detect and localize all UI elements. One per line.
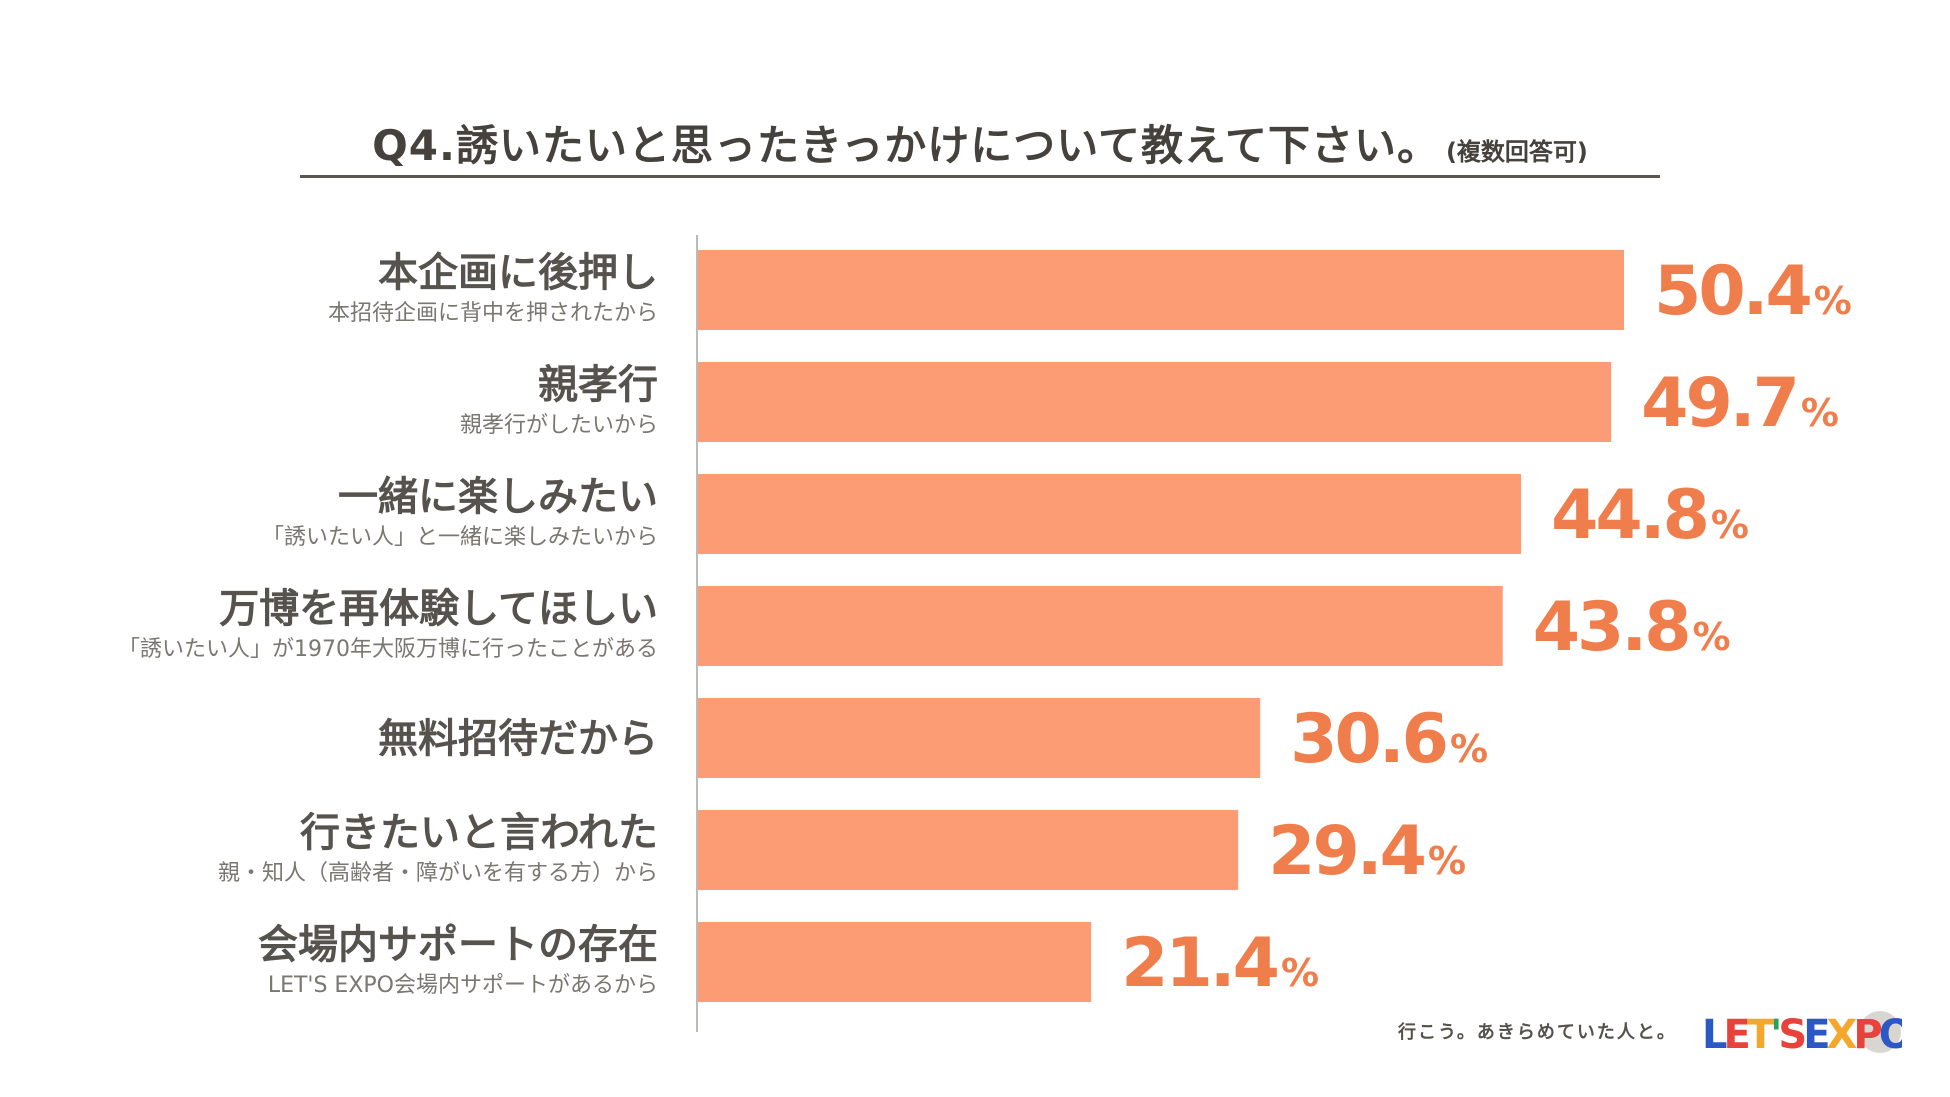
value-number: 30.6 <box>1290 700 1446 779</box>
value-number: 44.8 <box>1551 476 1707 555</box>
bar <box>698 922 1092 1002</box>
value-number: 50.4 <box>1654 252 1810 331</box>
value-unit: % <box>1428 839 1466 883</box>
value-label: 44.8% <box>1551 476 1749 555</box>
category-sublabel: 親・知人（高齢者・障がいを有する方）から <box>218 861 658 886</box>
value-number: 21.4 <box>1121 924 1277 1003</box>
category-label: 会場内サポートの存在 <box>258 922 658 968</box>
value-label: 29.4% <box>1268 812 1466 891</box>
value-unit: % <box>1801 391 1839 435</box>
lets-expo-logo: LET'SEXPO <box>1702 1011 1902 1058</box>
chart-title: Q4.誘いたいと思ったきっかけについて教えて下さい。 (複数回答可) <box>300 112 1660 178</box>
bar <box>698 362 1612 442</box>
value-number: 49.7 <box>1641 364 1797 443</box>
category-sublabel: 親孝行がしたいから <box>460 413 658 438</box>
value-number: 43.8 <box>1533 588 1689 667</box>
category-label: 親孝行 <box>538 362 658 408</box>
category-label: 本企画に後押し <box>378 250 658 296</box>
bar-row: 会場内サポートの存在 LET'S EXPO会場内サポートがあるから 21.4% <box>258 922 1319 1003</box>
bar <box>698 474 1522 554</box>
category-sublabel: LET'S EXPO会場内サポートがあるから <box>268 973 658 998</box>
value-label: 49.7% <box>1641 364 1839 443</box>
category-label: 一緒に楽しみたい <box>338 474 658 520</box>
bar <box>698 810 1239 890</box>
value-unit: % <box>1814 279 1852 323</box>
value-label: 50.4% <box>1654 252 1852 331</box>
value-number: 29.4 <box>1268 812 1424 891</box>
category-label: 万博を再体験してほしい <box>219 586 658 632</box>
category-label: 無料招待だから <box>378 716 658 762</box>
value-label: 43.8% <box>1533 588 1731 667</box>
bar <box>698 586 1503 666</box>
category-sublabel: 本招待企画に背中を押されたから <box>328 301 658 326</box>
bar <box>698 250 1624 330</box>
bar <box>698 698 1261 778</box>
value-unit: % <box>1281 951 1319 995</box>
value-label: 21.4% <box>1121 924 1319 1003</box>
chart-title-main: Q4.誘いたいと思ったきっかけについて教えて下さい。 <box>372 121 1440 170</box>
category-sublabel: 「誘いたい人」と一緒に楽しみたいから <box>262 525 658 550</box>
category-sublabel: 「誘いたい人」が1970年大阪万博に行ったことがある <box>118 637 658 662</box>
value-unit: % <box>1450 727 1488 771</box>
chart-title-sub: (複数回答可) <box>1445 138 1588 166</box>
category-label: 行きたいと言われた <box>300 810 658 856</box>
bar-row: 万博を再体験してほしい「誘いたい人」が1970年大阪万博に行ったことがある 43.… <box>118 586 1731 667</box>
value-unit: % <box>1711 503 1749 547</box>
value-unit: % <box>1693 615 1731 659</box>
svg-text:LET'SEXPO: LET'SEXPO <box>1702 1012 1902 1058</box>
bar-row: 一緒に楽しみたい「誘いたい人」と一緒に楽しみたいから 44.8% <box>262 474 1749 555</box>
bar-row: 無料招待だから 30.6% <box>378 698 1488 779</box>
tagline: 行こう。あきらめていた人と。 <box>1398 1022 1677 1043</box>
value-label: 30.6% <box>1290 700 1488 779</box>
